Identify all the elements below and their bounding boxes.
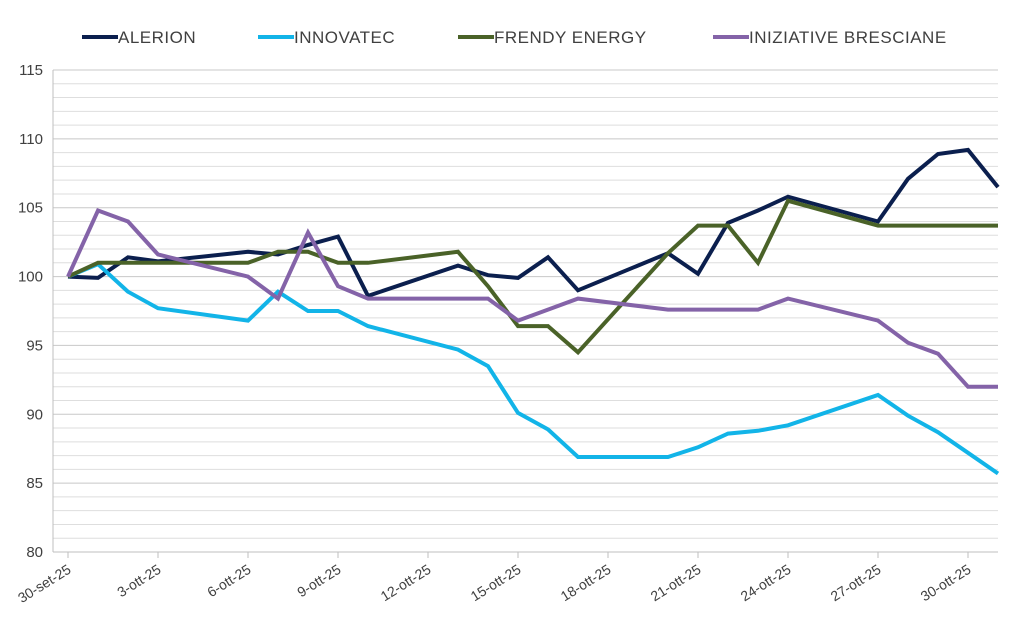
x-tick-label: 3-ott-25 — [114, 561, 164, 600]
x-tick-label: 9-ott-25 — [294, 561, 344, 600]
y-tick-label: 95 — [26, 337, 43, 354]
y-tick-label: 115 — [19, 62, 43, 79]
legend-item-innovatec: INNOVATEC — [258, 28, 395, 47]
series-line-frendy-energy — [67, 198, 998, 356]
series-line-innovatec — [67, 261, 1000, 476]
legend-item-iniziative-bresciane: INIZIATIVE BRESCIANE — [713, 28, 947, 47]
x-tick-label: 6-ott-25 — [204, 561, 254, 600]
x-tick-label: 15-ott-25 — [468, 561, 524, 604]
x-tick-label: 27-ott-25 — [828, 561, 884, 604]
gridlines — [53, 69, 998, 539]
x-tick-label: 30-set-25 — [15, 561, 74, 606]
legend-label: INNOVATEC — [294, 28, 395, 47]
x-tick-label: 30-ott-25 — [918, 561, 974, 604]
x-tick-label: 21-ott-25 — [648, 561, 704, 604]
legend: ALERION INNOVATEC FRENDY ENERGY INIZIATIVE … — [82, 28, 947, 47]
y-tick-label: 105 — [18, 200, 43, 217]
x-tick-label: 24-ott-25 — [738, 561, 794, 604]
x-tick-label: 18-ott-25 — [558, 561, 614, 604]
legend-item-frendy-energy: FRENDY ENERGY — [458, 28, 647, 47]
series-line-alerion — [67, 147, 1000, 299]
series-group — [66, 147, 1000, 476]
legend-item-alerion: ALERION — [82, 28, 196, 47]
series-line-iniziative-bresciane — [66, 207, 998, 389]
legend-label: ALERION — [118, 28, 196, 47]
y-tick-labels: 80 85 90 95 100 105 110 115 — [18, 62, 43, 561]
legend-label: INIZIATIVE BRESCIANE — [749, 28, 947, 47]
x-tick-label: 12-ott-25 — [378, 561, 434, 604]
y-tick-label: 80 — [26, 544, 43, 561]
x-tick-labels: 30-set-25 3-ott-25 6-ott-25 9-ott-25 12-ott-… — [15, 561, 974, 606]
axes — [52, 70, 998, 558]
y-tick-label: 85 — [26, 475, 43, 492]
legend-label: FRENDY ENERGY — [494, 28, 647, 47]
y-tick-label: 100 — [18, 269, 43, 286]
y-tick-label: 90 — [26, 406, 43, 423]
y-tick-label: 110 — [19, 131, 43, 148]
